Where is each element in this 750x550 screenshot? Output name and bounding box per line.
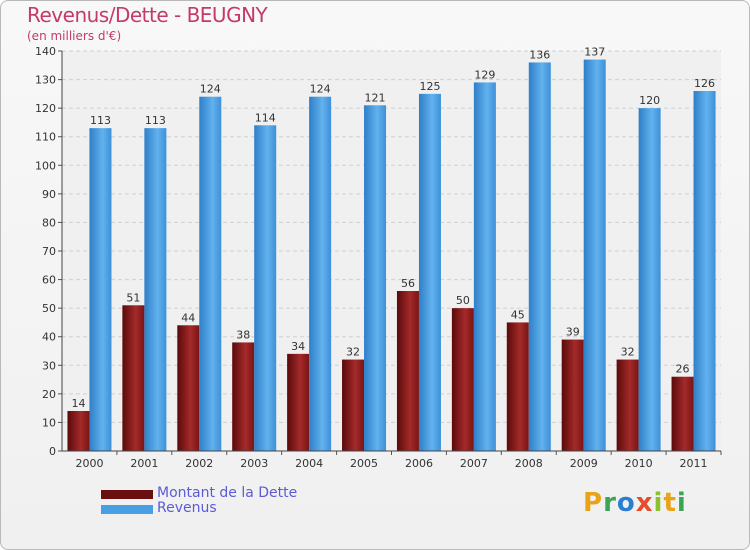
bar-revenus: [583, 59, 606, 451]
y-axis-ticks: 0 10 20 30 40 50 60 70 80 90 100 110 120 130 140: [35, 45, 62, 458]
value-label-revenus: 126: [694, 77, 715, 90]
value-label-revenus: 113: [90, 114, 111, 127]
y-tick-label: 40: [42, 331, 56, 344]
x-tick-label: 2005: [350, 457, 378, 470]
proxiti-logo: Proxiti: [583, 488, 687, 518]
bar-revenus: [693, 91, 716, 451]
bar-dette: [616, 359, 639, 451]
y-tick-label: 80: [42, 216, 56, 229]
bar-revenus: [199, 96, 222, 451]
value-label-revenus: 121: [365, 91, 386, 104]
logo-letter: x: [635, 488, 654, 518]
legend-swatch-dette: [101, 490, 153, 499]
logo-letter: i: [653, 488, 664, 518]
bar-dette: [122, 305, 145, 451]
bars: 14 113 51 113 44 124 38 114 34 124 32 121 56 125 50 129…: [67, 46, 716, 452]
logo-letter: i: [676, 488, 687, 518]
x-tick-label: 2000: [75, 457, 103, 470]
value-label-dette: 14: [71, 397, 85, 410]
bar-dette: [671, 376, 694, 451]
value-label-revenus: 124: [310, 83, 331, 96]
value-label-revenus: 129: [474, 68, 495, 81]
y-tick-label: 70: [42, 245, 56, 258]
y-tick-label: 30: [42, 359, 56, 372]
bar-revenus: [309, 96, 332, 451]
bar-dette: [451, 308, 474, 451]
bar-revenus: [364, 105, 387, 452]
logo-letter: P: [583, 488, 604, 518]
bar-revenus: [418, 93, 441, 451]
value-label-dette: 44: [181, 311, 195, 324]
x-axis-ticks: 2000 2001 2002 2003 2004 2005 2006 2007 2008 2009…: [75, 451, 722, 470]
y-tick-label: 100: [35, 159, 56, 172]
x-tick-label: 2004: [295, 457, 323, 470]
value-label-dette: 39: [566, 326, 580, 339]
y-tick-label: 90: [42, 188, 56, 201]
value-label-dette: 50: [456, 294, 470, 307]
legend-swatch-revenus: [101, 505, 153, 514]
x-tick-label: 2002: [185, 457, 213, 470]
value-label-revenus: 125: [419, 80, 440, 93]
x-tick-label: 2003: [240, 457, 268, 470]
chart-subtitle: (en milliers d'€): [27, 29, 122, 43]
value-label-revenus: 114: [255, 111, 276, 124]
value-label-dette: 34: [291, 340, 305, 353]
value-label-revenus: 120: [639, 94, 660, 107]
legend-label-revenus: Revenus: [157, 500, 217, 516]
value-label-dette: 51: [126, 291, 140, 304]
x-tick-label: 2006: [405, 457, 433, 470]
bar-dette: [342, 359, 365, 451]
value-label-dette: 32: [621, 346, 635, 359]
bar-dette: [561, 339, 584, 451]
x-tick-label: 2001: [130, 457, 158, 470]
value-label-dette: 32: [346, 346, 360, 359]
x-tick-label: 2007: [460, 457, 488, 470]
y-tick-label: 120: [35, 102, 56, 115]
y-tick-label: 60: [42, 274, 56, 287]
x-tick-label: 2009: [570, 457, 598, 470]
bar-revenus: [144, 128, 167, 451]
y-tick-label: 0: [49, 445, 56, 458]
value-label-revenus: 113: [145, 114, 166, 127]
bar-dette: [67, 411, 90, 451]
bar-dette: [232, 342, 255, 451]
logo-letter: r: [603, 488, 617, 518]
y-tick-label: 110: [35, 131, 56, 144]
value-label-revenus: 124: [200, 83, 221, 96]
value-label-revenus: 136: [529, 48, 550, 61]
bar-dette: [287, 353, 310, 451]
x-tick-label: 2011: [680, 457, 708, 470]
bar-revenus: [254, 125, 277, 452]
bar-dette: [396, 291, 419, 451]
x-tick-label: 2008: [515, 457, 543, 470]
logo-letter: t: [663, 488, 677, 518]
y-tick-label: 50: [42, 302, 56, 315]
bar-dette: [177, 325, 200, 451]
y-tick-label: 10: [42, 416, 56, 429]
value-label-dette: 56: [401, 277, 415, 290]
bar-revenus: [528, 62, 551, 452]
y-tick-label: 130: [35, 74, 56, 87]
value-label-dette: 26: [676, 363, 690, 376]
bar-dette: [506, 322, 529, 451]
axes: [61, 51, 721, 452]
value-label-revenus: 137: [584, 46, 605, 59]
bar-revenus: [89, 128, 112, 451]
x-tick-label: 2010: [625, 457, 653, 470]
logo-letter: o: [616, 488, 636, 518]
y-tick-label: 140: [35, 45, 56, 58]
bar-revenus: [638, 108, 661, 452]
chart-title: Revenus/Dette - BEUGNY: [27, 3, 268, 27]
grid-lines: [62, 50, 721, 423]
value-label-dette: 45: [511, 308, 525, 321]
value-label-dette: 38: [236, 328, 250, 341]
bar-revenus: [473, 82, 496, 451]
y-tick-label: 20: [42, 388, 56, 401]
legend-label-dette: Montant de la Dette: [157, 485, 298, 501]
